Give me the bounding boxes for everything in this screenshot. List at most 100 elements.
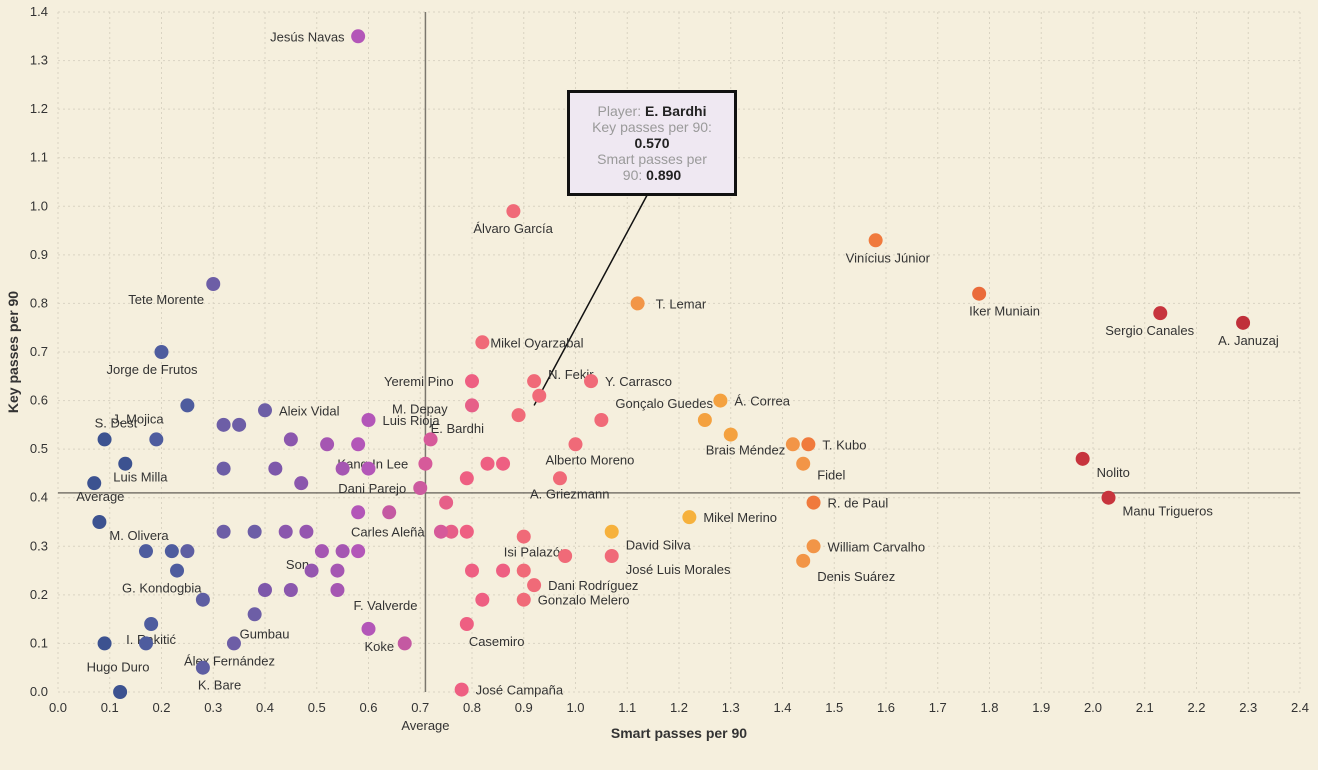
data-point[interactable] [517,530,531,544]
data-point[interactable] [170,564,184,578]
data-point[interactable] [807,496,821,510]
data-point[interactable] [180,544,194,558]
data-point[interactable] [217,418,231,432]
data-point[interactable] [284,583,298,597]
data-point[interactable] [569,437,583,451]
data-point[interactable] [465,564,479,578]
data-point[interactable] [258,583,272,597]
data-point[interactable] [299,525,313,539]
data-point[interactable] [460,471,474,485]
data-point[interactable] [92,515,106,529]
data-point[interactable] [180,398,194,412]
data-point[interactable] [475,335,489,349]
data-point[interactable] [330,583,344,597]
data-point[interactable] [232,418,246,432]
data-point[interactable] [460,525,474,539]
data-point[interactable] [258,403,272,417]
data-point[interactable] [248,607,262,621]
data-point[interactable] [118,457,132,471]
data-point[interactable] [139,636,153,650]
data-point[interactable] [87,476,101,490]
data-point[interactable] [330,564,344,578]
data-point[interactable] [351,544,365,558]
data-point[interactable] [279,525,293,539]
point-label: A. Januzaj [1218,333,1279,348]
data-point[interactable] [294,476,308,490]
data-point[interactable] [698,413,712,427]
data-point[interactable] [98,432,112,446]
data-point[interactable] [336,544,350,558]
data-point[interactable] [584,374,598,388]
data-point[interactable] [807,539,821,553]
data-point[interactable] [320,437,334,451]
data-point[interactable] [336,462,350,476]
data-point[interactable] [786,437,800,451]
data-point[interactable] [305,564,319,578]
data-point[interactable] [527,374,541,388]
data-point[interactable] [506,204,520,218]
data-point[interactable] [682,510,696,524]
data-point[interactable] [496,564,510,578]
data-point[interactable] [465,398,479,412]
data-point[interactable] [362,462,376,476]
data-point[interactable] [1153,306,1167,320]
data-point[interactable] [558,549,572,563]
data-point[interactable] [512,408,526,422]
data-point[interactable] [284,432,298,446]
data-point[interactable] [113,685,127,699]
data-point[interactable] [165,544,179,558]
data-point[interactable] [362,622,376,636]
data-point[interactable] [196,593,210,607]
data-point[interactable] [605,525,619,539]
data-point[interactable] [1076,452,1090,466]
data-point[interactable] [1236,316,1250,330]
data-point[interactable] [434,525,448,539]
data-point[interactable] [724,428,738,442]
data-point[interactable] [413,481,427,495]
data-point[interactable] [532,389,546,403]
data-point[interactable] [227,636,241,650]
data-point[interactable] [248,525,262,539]
data-point[interactable] [439,496,453,510]
data-point[interactable] [98,636,112,650]
data-point[interactable] [796,554,810,568]
data-point[interactable] [362,413,376,427]
data-point[interactable] [527,578,541,592]
data-point[interactable] [268,462,282,476]
data-point[interactable] [155,345,169,359]
data-point[interactable] [455,683,469,697]
data-point[interactable] [496,457,510,471]
data-point[interactable] [713,394,727,408]
data-point[interactable] [796,457,810,471]
data-point[interactable] [460,617,474,631]
svg-text:1.9: 1.9 [1032,700,1050,715]
data-point[interactable] [481,457,495,471]
data-point[interactable] [382,505,396,519]
data-point[interactable] [217,525,231,539]
data-point[interactable] [594,413,608,427]
data-point[interactable] [517,564,531,578]
data-point[interactable] [418,457,432,471]
data-point[interactable] [217,462,231,476]
data-point[interactable] [139,544,153,558]
data-point[interactable] [144,617,158,631]
data-point[interactable] [424,432,438,446]
data-point[interactable] [1102,491,1116,505]
data-point[interactable] [605,549,619,563]
data-point[interactable] [801,437,815,451]
data-point[interactable] [465,374,479,388]
data-point[interactable] [196,661,210,675]
data-point[interactable] [351,505,365,519]
data-point[interactable] [972,287,986,301]
data-point[interactable] [553,471,567,485]
data-point[interactable] [398,636,412,650]
data-point[interactable] [351,29,365,43]
data-point[interactable] [206,277,220,291]
data-point[interactable] [149,432,163,446]
data-point[interactable] [315,544,329,558]
data-point[interactable] [631,296,645,310]
data-point[interactable] [475,593,489,607]
data-point[interactable] [869,233,883,247]
data-point[interactable] [517,593,531,607]
data-point[interactable] [351,437,365,451]
